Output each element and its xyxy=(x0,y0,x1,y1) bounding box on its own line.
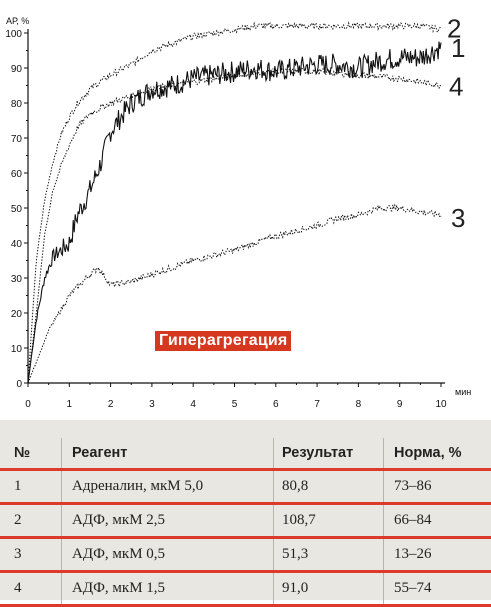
row-number: 3 xyxy=(0,538,62,572)
x-tick-label: 8 xyxy=(356,399,362,410)
table-row: 2 АДФ, мкМ 2,5 108,7 66–84 xyxy=(0,504,491,538)
y-tick-label: 100 xyxy=(5,29,22,40)
x-tick-label: 6 xyxy=(273,399,279,410)
header-result: Результат xyxy=(274,438,384,470)
x-tick-label: 1 xyxy=(67,399,73,410)
x-tick-label: 4 xyxy=(190,399,196,410)
row-reagent: Адреналин, мкМ 5,0 xyxy=(62,470,274,504)
header-number: № xyxy=(0,438,62,470)
row-reagent: АДФ, мкМ 0,5 xyxy=(62,538,274,572)
row-result: 108,7 xyxy=(274,504,384,538)
y-tick-label: 80 xyxy=(11,99,23,110)
row-reagent: АДФ, мкМ 2,5 xyxy=(62,504,274,538)
y-tick-label: 70 xyxy=(11,134,23,145)
series-label-4: 4 xyxy=(449,72,463,102)
row-result: 80,8 xyxy=(274,470,384,504)
row-result: 91,0 xyxy=(274,572,384,606)
y-tick-label: 10 xyxy=(11,344,23,355)
x-tick-label: 3 xyxy=(149,399,155,410)
table-row: 1 Адреналин, мкМ 5,0 80,8 73–86 xyxy=(0,470,491,504)
x-axis-title: мин xyxy=(455,387,471,397)
y-tick-label: 90 xyxy=(11,64,23,75)
aggregation-chart: 0 10 20 30 40 50 60 70 80 90 100 0 1 2 3 4 5 6 7 8 9 10 АР, % м… xyxy=(0,0,491,420)
y-tick-label: 20 xyxy=(11,309,23,320)
row-number: 1 xyxy=(0,470,62,504)
x-tick-label: 0 xyxy=(25,399,31,410)
table-row: 4 АДФ, мкМ 1,5 91,0 55–74 xyxy=(0,572,491,606)
chart-area: 0 10 20 30 40 50 60 70 80 90 100 0 1 2 3 4 5 6 7 8 9 10 АР, % м… xyxy=(0,0,491,420)
results-table: № Реагент Результат Норма, % 1 Адреналин… xyxy=(0,438,491,607)
series-line-3 xyxy=(28,205,441,383)
y-axis-title: АР, % xyxy=(6,16,29,26)
x-tick-label: 9 xyxy=(397,399,403,410)
row-norm: 73–86 xyxy=(384,470,491,504)
x-tick-label: 10 xyxy=(435,399,447,410)
series-label-2: 2 xyxy=(447,14,461,44)
x-tick-label: 7 xyxy=(314,399,320,410)
x-tick-label: 5 xyxy=(232,399,238,410)
table-header-row: № Реагент Результат Норма, % xyxy=(0,438,491,470)
row-norm: 66–84 xyxy=(384,504,491,538)
header-norm: Норма, % xyxy=(384,438,491,470)
row-number: 4 xyxy=(0,572,62,606)
row-result: 51,3 xyxy=(274,538,384,572)
row-norm: 13–26 xyxy=(384,538,491,572)
y-tick-label: 50 xyxy=(11,204,23,215)
header-reagent: Реагент xyxy=(62,438,274,470)
row-number: 2 xyxy=(0,504,62,538)
results-table-panel: № Реагент Результат Норма, % 1 Адреналин… xyxy=(0,420,491,600)
x-tick-label: 2 xyxy=(108,399,114,410)
y-tick-label: 40 xyxy=(11,239,23,250)
row-reagent: АДФ, мкМ 1,5 xyxy=(62,572,274,606)
y-tick-label: 60 xyxy=(11,169,23,180)
table-row: 3 АДФ, мкМ 0,5 51,3 13–26 xyxy=(0,538,491,572)
hyperaggregation-banner: Гиперагрегация xyxy=(155,331,291,351)
y-tick-label: 30 xyxy=(11,274,23,285)
y-tick-label: 0 xyxy=(16,379,22,390)
series-label-3: 3 xyxy=(451,203,465,233)
row-norm: 55–74 xyxy=(384,572,491,606)
